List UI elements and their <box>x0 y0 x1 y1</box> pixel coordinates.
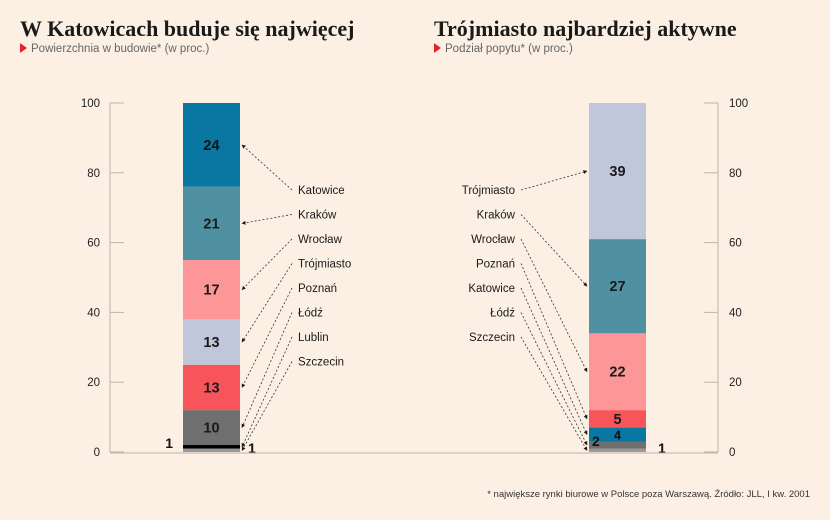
left-y-tick-label: 100 <box>81 98 100 110</box>
right-leader-line <box>520 336 588 451</box>
left-value-label: 10 <box>203 421 219 437</box>
left-segment-kraków <box>183 186 240 261</box>
left-segment-poznań <box>183 364 240 411</box>
left-y-tick-label: 60 <box>87 238 100 250</box>
left-legend-kraków: Kraków <box>298 210 337 222</box>
right-segment-poznań <box>589 410 646 428</box>
left-leader-line <box>241 361 293 451</box>
stacked-bar-charts: 02040608010010131317212411KatowiceKraków… <box>81 98 748 459</box>
right-subtitle-text: Podział popytu* (w proc.) <box>445 43 573 55</box>
left-value-label: 13 <box>203 335 219 351</box>
right-y-tick-label: 80 <box>729 168 742 180</box>
red-triangle-icon <box>20 43 27 53</box>
right-leader-line <box>520 312 588 446</box>
left-chart: 0 20 40 60 80 100 10 13 13 17 21 24 1 1 Katowice Kraków… <box>81 98 590 459</box>
left-segment-lublin <box>183 445 240 449</box>
left-y-tick-label: 40 <box>87 307 100 319</box>
right-legend-poznań: Poznań <box>476 259 515 271</box>
right-leader-line <box>520 214 588 287</box>
right-value-label: 22 <box>609 365 625 381</box>
red-triangle-icon <box>434 43 441 53</box>
left-leader-line <box>241 238 293 290</box>
left-segment-trójmiasto <box>183 319 240 365</box>
left-legend-katowice: Katowice <box>298 185 345 197</box>
right-leader-line <box>520 170 588 191</box>
left-segment-wrocław <box>183 260 240 320</box>
right-y-tick-label: 40 <box>729 307 742 319</box>
left-segment-łódź <box>183 410 240 446</box>
right-segment-trójmiasto <box>589 103 646 240</box>
left-value-label: 21 <box>203 216 219 232</box>
left-subtitle-text: Powierzchnia w budowie* (w proc.) <box>31 43 210 55</box>
right-y-tick-label: 60 <box>729 238 742 250</box>
left-segment-szczecin <box>183 448 240 452</box>
left-y-tick-label: 20 <box>87 377 100 389</box>
left-legend-wrocław: Wrocław <box>298 234 343 246</box>
right-value-label: 39 <box>609 164 625 180</box>
right-legend-katowice: Katowice <box>468 283 515 295</box>
right-leader-line <box>520 287 588 435</box>
right-value-label: 5 <box>613 412 621 428</box>
right-value-label: 27 <box>609 279 625 295</box>
right-y-tick-label: 100 <box>729 98 748 110</box>
left-leader-line <box>241 312 293 428</box>
left-leader-line <box>241 287 293 388</box>
left-legend-poznań: Poznań <box>298 283 337 295</box>
left-chart-subtitle: Powierzchnia w budowie* (w proc.) <box>20 43 209 55</box>
right-chart-title: Trójmiasto najbardziej aktywne <box>434 16 737 41</box>
right-chart-subtitle: Podział popytu* (w proc.) <box>434 43 573 55</box>
right-segment-katowice <box>589 427 646 442</box>
left-value-label: 17 <box>203 283 219 299</box>
right-segment-łódź <box>589 441 646 449</box>
right-y-tick-label: 20 <box>729 377 742 389</box>
left-value-label: 24 <box>203 138 219 154</box>
right-legend-kraków: Kraków <box>477 210 516 222</box>
footnote: * największe rynki biurowe w Polsce poza… <box>487 489 810 500</box>
left-y-tick-label: 0 <box>94 447 100 459</box>
left-legend-trójmiasto: Trójmiasto <box>298 259 351 271</box>
left-value-label-small: 1 <box>248 440 256 456</box>
right-segment-szczecin <box>589 448 646 452</box>
right-segment-wrocław <box>589 333 646 411</box>
left-legend-szczecin: Szczecin <box>298 357 344 369</box>
left-value-label-small: 1 <box>165 435 173 451</box>
left-chart-title: W Katowicach buduje się najwięcej <box>20 16 355 41</box>
left-leader-line <box>241 336 293 448</box>
right-segment-kraków <box>589 239 646 334</box>
right-legend-trójmiasto: Trójmiasto <box>462 185 515 197</box>
left-leader-line <box>241 263 293 343</box>
left-legend-lublin: Lublin <box>298 332 329 344</box>
right-value-label-small: 2 <box>592 433 600 449</box>
right-legend-łódź: Łódź <box>490 308 515 320</box>
left-leader-line <box>241 144 293 191</box>
right-y-tick-label: 0 <box>729 447 735 459</box>
right-leader-line <box>520 238 588 373</box>
right-value-label-small: 1 <box>658 440 666 456</box>
right-leader-line <box>520 263 588 420</box>
right-chart: 0 20 40 60 80 100 45 22 27 39 1 2 Trójmiasto Kraków Wr… <box>240 98 748 459</box>
right-legend-wrocław: Wrocław <box>471 234 516 246</box>
right-legend-szczecin: Szczecin <box>469 332 515 344</box>
left-value-label: 13 <box>203 380 219 396</box>
right-value-label: 4 <box>614 429 621 443</box>
left-leader-line <box>241 214 293 225</box>
left-y-tick-label: 80 <box>87 168 100 180</box>
left-segment-katowice <box>183 103 240 187</box>
left-legend-łódź: Łódź <box>298 308 323 320</box>
